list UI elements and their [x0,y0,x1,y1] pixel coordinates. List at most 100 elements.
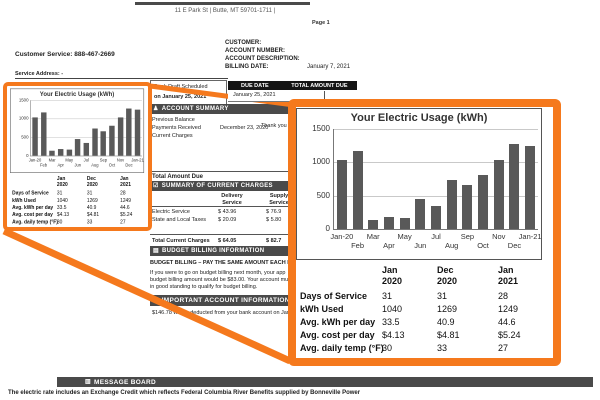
usage-table-row-label: Avg. kWh per day [12,204,54,211]
usage-table-cell: 33.5 [56,204,67,211]
usage-table-row: Avg. kWh per day 33.5 40.9 44.6 [300,317,550,330]
usage-table-col-header: Jan 2020 [56,175,68,188]
budget-billing-title: BUDGET BILLING INFORMATION [161,248,265,254]
usage-table-row-label: Avg. cost per day [300,330,375,340]
delivery-service-colhead: Delivery Service [221,193,243,206]
usage-table-cell: $4.13 [56,211,70,218]
usage-table-col-header: Jan 2021 [498,265,519,286]
x-axis-tick-label: Nov [492,232,506,241]
usage-table-row-label: kWh Used [12,197,36,203]
usage-table-cell: $4.81 [437,330,460,340]
x-axis-tick-label: Dec [125,162,133,168]
x-axis-tick-label: Jan-21 [518,232,542,241]
usage-table-cell: $4.81 [86,211,100,218]
usage-bar-May [399,218,410,229]
charge-row-delivery: $ 20.09 [218,217,237,223]
usage-table-cell: 44.6 [498,317,516,327]
divider [150,171,295,172]
account-number-label: ACCOUNT NUMBER: [225,48,285,54]
usage-table-col-header: Jan 2021 [120,175,132,188]
usage-table-cell: 33 [86,218,93,225]
y-axis-tick-label: 1000 [312,157,330,167]
chart-plot-area: 0 500 1000 1500 Jan-20 Feb Mar Apr May Jun Jul Aug S… [312,124,541,250]
y-axis-tick-label: 0 [26,152,29,158]
usage-comparison-table: Jan 2020 Dec 2020 Jan 2021 Days of Service 3… [300,265,550,356]
x-axis-tick-label: Feb [40,162,48,168]
usage-bar-Feb [352,151,363,229]
usage-table-cell: 27 [498,343,509,353]
usage-table-row-label: Avg. daily temp (°F) [300,343,384,353]
usage-table-cell: 1269 [437,304,458,314]
x-axis-tick-label: Aug [445,241,459,250]
x-axis-tick-label: Nov [116,157,125,163]
chart-gridline [334,195,538,197]
budget-line3: in good standing to qualify for budget b… [150,284,258,290]
payments-date: December 23, 2020 [220,125,269,131]
logo-divider [135,2,310,5]
charge-row-supply: $ 76.9 [266,209,282,215]
x-axis-tick-label: Oct [477,241,489,250]
x-axis-tick-label: Jun [74,162,82,168]
usage-bar-Sep [462,185,473,229]
charge-row-delivery: $ 43.96 [218,209,237,215]
usage-comparison-table: Jan 2020 Dec 2020 Jan 2021 Days of Service 3… [12,176,148,227]
person-icon: ♟ [153,106,159,112]
divider [15,78,228,79]
usage-table-row-label: Avg. daily temp (°F) [12,218,58,225]
usage-bar-Jan-21 [525,145,536,229]
payments-received-label: Payments Received [152,125,201,131]
budget-line1: If you were to go on budget billing next… [150,270,286,276]
x-axis-tick-label: Jan-20 [330,232,354,241]
message-board-title: MESSAGE BOARD [93,378,157,386]
usage-bar-Jun [415,199,426,229]
gear-icon: ⚙ [153,297,159,304]
usage-bar-Jan-20 [336,159,347,229]
usage-table-cell: 28 [120,190,126,196]
total-current-charges-supply: $ 82.7 [266,238,282,244]
usage-bar-Jun [75,139,81,156]
usage-table-cell: 40.9 [86,204,97,211]
divider [150,206,295,207]
usage-table-cell: 30 [382,343,393,353]
mini-usage-panel: Your Electric Usage (kWh) 0 500 1000 1500 Ja… [10,88,148,227]
chart-gridline [334,129,538,130]
bank-draft-line1: Bank Draft Scheduled [154,84,208,90]
usage-table-row: Avg. kWh per day 33.5 40.9 44.6 [12,205,148,212]
y-axis-tick-label: 1500 [18,97,29,103]
current-charges-label: Current Charges [152,133,193,139]
checkbox-icon: ☑ [153,183,159,189]
usage-table-cell: 1040 [382,304,403,314]
chart-gridline [334,162,538,164]
usage-bar-Aug [92,128,98,156]
service-address-label: Service Address: - [15,71,64,77]
usage-bar-Nov [117,117,124,156]
usage-table-row-label: kWh Used [300,304,344,314]
x-axis-tick-label: Mar [48,157,56,163]
x-axis-tick-label: Oct [108,162,116,168]
usage-bar-Dec [509,144,520,229]
usage-bar-Nov [493,160,504,229]
chart-gridline [30,137,142,138]
usage-table-row-label: Days of Service [12,190,49,196]
billing-date-value: January 7, 2021 [307,64,351,70]
x-axis-tick-label: Dec [507,241,522,250]
usage-bar-Feb [40,112,47,156]
usage-table-cell: 1040 [56,197,68,203]
usage-table-row-label: Avg. cost per day [12,211,53,218]
chart-gridline [30,118,142,120]
usage-bar-Dec [126,108,132,156]
usage-table-row-label: Days of Service [300,291,368,301]
x-axis-tick-label: Apr [383,241,395,250]
supply-service-colhead: Supply Service [269,193,289,206]
x-axis-tick-label: Apr [57,162,64,168]
y-axis-tick-label: 1500 [312,124,330,133]
usage-table-cell: 33.5 [382,317,400,327]
y-axis-tick-label: 1000 [18,115,29,121]
usage-table-cell: 1249 [120,197,132,203]
usage-table-cell: 27 [120,218,126,225]
usage-table-row: Days of Service 31 31 28 [12,190,148,197]
charge-row-label: Electric Service [152,209,190,215]
budget-subtitle: BUDGET BILLING – PAY THE SAME AMOUNT EAC… [150,260,301,266]
usage-bar-May [66,149,72,156]
